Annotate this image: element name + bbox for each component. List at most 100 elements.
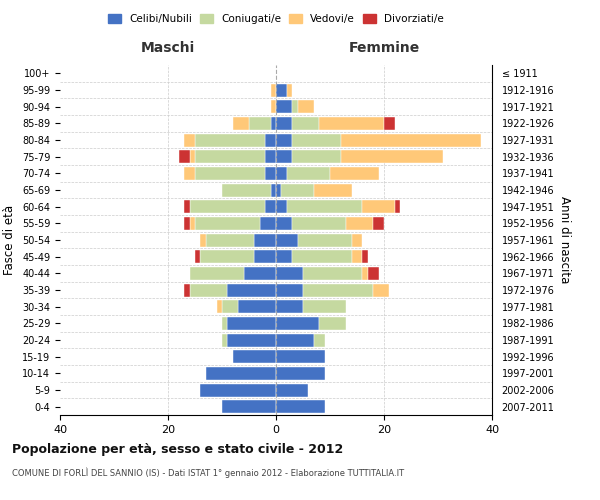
Bar xyxy=(362,267,368,280)
Bar xyxy=(238,300,276,313)
Bar xyxy=(233,350,276,363)
Bar xyxy=(330,167,379,180)
Text: Maschi: Maschi xyxy=(141,41,195,55)
Bar xyxy=(227,317,276,330)
Bar xyxy=(190,150,195,163)
Bar xyxy=(292,217,346,230)
Bar xyxy=(190,267,244,280)
Bar xyxy=(276,134,292,146)
Bar xyxy=(265,167,276,180)
Bar xyxy=(341,150,443,163)
Bar xyxy=(200,234,206,246)
Bar xyxy=(276,217,292,230)
Bar xyxy=(265,150,276,163)
Bar xyxy=(287,84,292,96)
Bar xyxy=(287,200,362,213)
Bar xyxy=(292,117,319,130)
Bar xyxy=(254,250,276,263)
Bar xyxy=(352,250,362,263)
Bar xyxy=(271,117,276,130)
Bar xyxy=(276,100,292,113)
Bar xyxy=(276,400,325,413)
Text: Popolazione per età, sesso e stato civile - 2012: Popolazione per età, sesso e stato civil… xyxy=(12,442,343,456)
Bar xyxy=(276,167,287,180)
Bar xyxy=(271,100,276,113)
Bar xyxy=(195,134,265,146)
Bar xyxy=(200,250,254,263)
Bar xyxy=(271,84,276,96)
Bar xyxy=(303,284,373,296)
Bar xyxy=(206,234,254,246)
Y-axis label: Fasce di età: Fasce di età xyxy=(4,205,16,275)
Bar xyxy=(362,250,368,263)
Bar xyxy=(276,267,303,280)
Bar xyxy=(260,217,276,230)
Bar xyxy=(395,200,400,213)
Bar xyxy=(276,234,298,246)
Bar xyxy=(373,284,389,296)
Bar xyxy=(222,300,238,313)
Bar xyxy=(222,400,276,413)
Bar xyxy=(222,184,271,196)
Bar xyxy=(287,167,330,180)
Bar xyxy=(195,217,260,230)
Bar xyxy=(276,384,308,396)
Bar xyxy=(276,200,287,213)
Bar xyxy=(190,200,265,213)
Bar xyxy=(222,334,227,346)
Bar xyxy=(190,284,227,296)
Bar xyxy=(265,200,276,213)
Bar xyxy=(276,117,292,130)
Bar xyxy=(195,250,200,263)
Bar xyxy=(249,117,271,130)
Text: COMUNE DI FORLÌ DEL SANNIO (IS) - Dati ISTAT 1° gennaio 2012 - Elaborazione TUTT: COMUNE DI FORLÌ DEL SANNIO (IS) - Dati I… xyxy=(12,468,404,478)
Bar xyxy=(206,367,276,380)
Bar xyxy=(184,167,195,180)
Bar xyxy=(276,300,303,313)
Bar xyxy=(292,150,341,163)
Bar xyxy=(303,300,346,313)
Bar xyxy=(314,184,352,196)
Bar xyxy=(271,184,276,196)
Bar xyxy=(276,84,287,96)
Bar xyxy=(227,284,276,296)
Bar xyxy=(184,134,195,146)
Bar xyxy=(292,100,298,113)
Bar xyxy=(254,234,276,246)
Bar xyxy=(276,284,303,296)
Bar xyxy=(276,150,292,163)
Bar xyxy=(184,284,190,296)
Bar xyxy=(276,334,314,346)
Bar xyxy=(384,117,395,130)
Bar xyxy=(276,367,325,380)
Bar xyxy=(292,134,341,146)
Bar xyxy=(298,234,352,246)
Bar xyxy=(298,100,314,113)
Bar xyxy=(195,150,265,163)
Bar xyxy=(195,167,265,180)
Bar xyxy=(227,334,276,346)
Bar xyxy=(352,234,362,246)
Bar xyxy=(319,317,346,330)
Bar xyxy=(276,350,325,363)
Bar xyxy=(281,184,314,196)
Bar xyxy=(314,334,325,346)
Bar xyxy=(346,217,373,230)
Bar xyxy=(265,134,276,146)
Bar xyxy=(341,134,481,146)
Bar xyxy=(233,117,249,130)
Bar xyxy=(217,300,222,313)
Bar xyxy=(319,117,384,130)
Bar xyxy=(244,267,276,280)
Bar xyxy=(200,384,276,396)
Bar xyxy=(184,217,190,230)
Bar xyxy=(368,267,379,280)
Bar xyxy=(276,184,281,196)
Text: Femmine: Femmine xyxy=(349,41,419,55)
Legend: Celibi/Nubili, Coniugati/e, Vedovi/e, Divorziati/e: Celibi/Nubili, Coniugati/e, Vedovi/e, Di… xyxy=(104,10,448,29)
Bar xyxy=(222,317,227,330)
Bar xyxy=(179,150,190,163)
Bar xyxy=(276,250,292,263)
Bar xyxy=(373,217,384,230)
Bar xyxy=(276,317,319,330)
